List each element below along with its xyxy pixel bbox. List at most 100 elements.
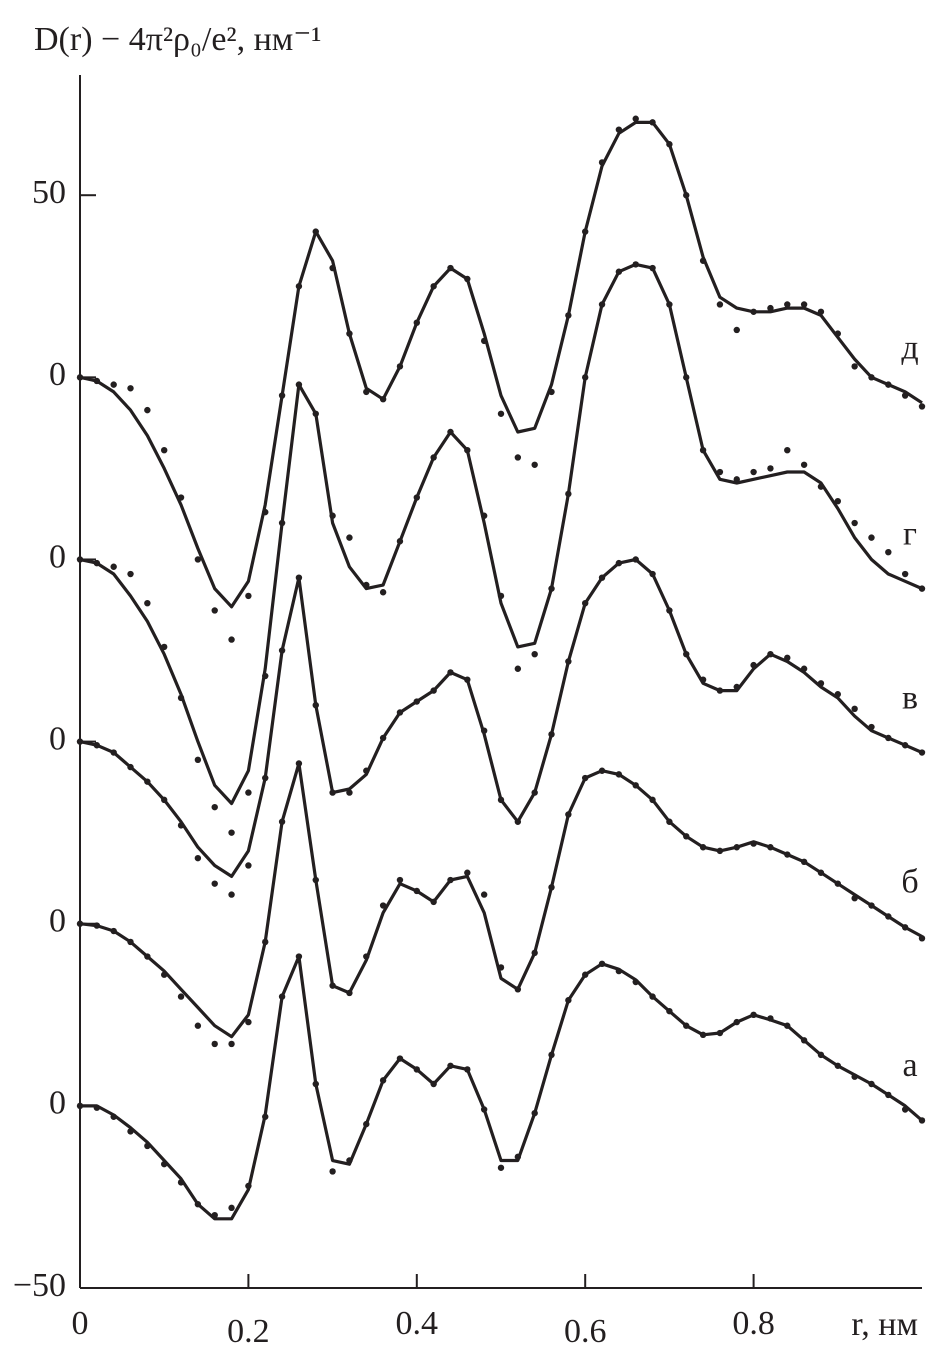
data-point [918,1117,926,1124]
data-point [531,1109,538,1117]
data-point [127,385,134,392]
data-point [666,1007,673,1015]
data-point [430,454,437,461]
data-point [295,574,303,581]
data-point [649,119,656,126]
data-point [245,862,252,869]
data-point [716,847,724,855]
data-point [716,1029,724,1037]
data-point [363,953,370,960]
data-point [615,126,623,133]
data-point [548,585,555,592]
data-point [93,922,101,929]
data-point [464,275,471,283]
data-point [800,301,808,308]
data-point [565,811,572,818]
data-point [363,1120,370,1128]
y-tick-label: 0 [49,1085,66,1122]
data-point [817,308,825,315]
data-point [901,742,909,749]
data-point [615,268,623,275]
data-point [93,742,101,749]
data-point [413,698,420,705]
data-point [262,1113,269,1120]
data-point [396,876,404,884]
data-point [144,778,151,785]
y-tick-label: 50 [32,174,66,211]
data-point [750,840,757,847]
data-point [413,494,420,501]
model-curve [79,761,923,1039]
data-point [278,647,286,654]
data-point [817,1051,825,1059]
data-point [447,428,454,436]
data-point [278,818,286,825]
data-point [699,446,707,454]
data-point [161,796,168,804]
data-point [666,818,673,825]
data-point [379,902,387,909]
curve-label: д [901,330,918,367]
curve-label: в [902,679,918,716]
data-point [699,1031,707,1039]
data-point [211,880,218,887]
data-point [127,1128,134,1135]
data-point [447,876,454,884]
data-point [582,774,589,782]
data-point [699,676,707,683]
data-point [430,687,437,694]
data-point [346,789,353,796]
chart-title: D(r) − 4π²ρ₀/e², нм⁻¹ [34,21,321,58]
data-point [245,592,252,600]
data-point [464,869,471,876]
data-point [480,727,488,734]
y-tick-label: −50 [13,1267,66,1304]
data-point [379,734,387,742]
data-point [194,854,202,862]
data-point [582,599,589,607]
data-point [329,264,336,272]
data-point [447,1062,454,1069]
curve-label: а [902,1047,917,1084]
data-point [76,374,84,381]
data-point [514,1153,522,1161]
data-point [548,884,555,891]
data-point [817,680,825,687]
data-point [144,1142,151,1150]
data-point [918,403,926,410]
data-point [177,822,185,829]
data-point [565,658,572,665]
data-point [683,192,690,199]
y-tick-label: 0 [49,720,66,757]
data-point [211,1040,218,1048]
data-point [144,599,151,607]
data-point [901,1106,909,1113]
data-point [767,304,774,312]
data-point [329,512,336,519]
data-point [329,1168,336,1175]
data-point [278,993,286,1000]
data-point [548,1051,555,1059]
data-point [901,924,909,931]
data-point [750,661,757,669]
data-point [868,374,875,381]
data-point [666,301,673,308]
data-point [93,377,101,385]
data-point [531,461,538,468]
y-tick-label: 0 [49,538,66,575]
data-point [464,1066,471,1073]
data-point [615,559,623,567]
data-point [228,891,235,898]
data-point [582,228,589,235]
data-point [733,683,740,691]
data-point [514,818,522,825]
data-point [430,283,437,290]
data-point [598,767,606,774]
data-point [497,1164,505,1171]
y-tick-label: 0 [49,903,66,940]
data-point [649,264,656,272]
data-point [312,1080,319,1088]
data-point [548,388,555,396]
data-point [194,1022,202,1029]
data-point [699,844,707,851]
